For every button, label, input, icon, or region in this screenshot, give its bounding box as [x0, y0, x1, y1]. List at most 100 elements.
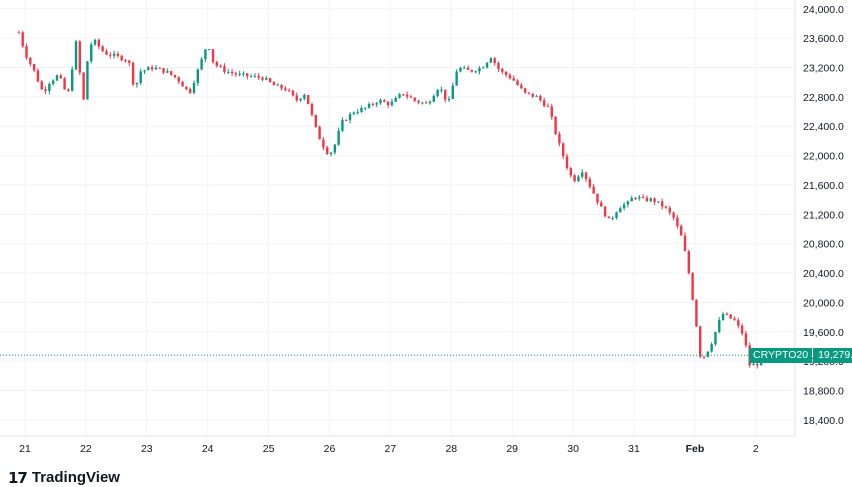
candle-body — [200, 59, 203, 70]
candle-body — [672, 212, 675, 218]
candle-body — [147, 67, 150, 71]
x-tick-label: Feb — [686, 443, 705, 455]
candle-body — [440, 89, 443, 91]
candle-body — [17, 32, 21, 34]
candle-body — [227, 71, 230, 73]
candle-body — [603, 206, 607, 217]
candle-body — [150, 67, 154, 70]
chart-canvas[interactable]: 24,000.0 23,600.0 23,200.0 22,800.0 22,400.0… — [0, 0, 852, 465]
candle-body — [21, 32, 24, 47]
candle-body — [257, 75, 260, 78]
candle-body — [474, 71, 477, 73]
candle-body — [329, 152, 333, 155]
y-tick-label: 22,400.0 — [803, 121, 844, 133]
candle-body — [333, 144, 337, 153]
candle-body — [417, 100, 420, 103]
candle-body — [394, 97, 397, 102]
candle-body — [740, 325, 744, 334]
candle-body — [322, 139, 325, 148]
candle-body — [101, 46, 104, 52]
candle-body — [272, 82, 276, 86]
candle-body — [173, 74, 177, 78]
candle-body — [455, 71, 458, 86]
y-tick-label: 22,800.0 — [803, 92, 844, 104]
candle-body — [48, 83, 51, 92]
candle-body — [181, 81, 184, 87]
candle-body — [93, 39, 97, 45]
candle-body — [466, 67, 470, 70]
candle-body — [51, 80, 55, 84]
candle-body — [668, 207, 671, 213]
price-chart[interactable]: 24,000.0 23,600.0 23,200.0 22,800.0 22,400.0… — [0, 0, 852, 465]
candle-body — [185, 86, 188, 90]
candle-body — [280, 84, 283, 89]
y-tick-label: 22,000.0 — [803, 151, 844, 163]
candle-body — [676, 217, 679, 227]
candle-body — [660, 201, 664, 207]
candle-body — [653, 198, 656, 203]
candle-body — [375, 103, 378, 105]
candle-body — [641, 196, 645, 198]
candle-body — [55, 75, 59, 81]
candle-body — [638, 196, 641, 199]
candle-body — [40, 81, 43, 90]
x-tick-label: 23 — [141, 443, 153, 455]
y-tick-label: 20,000.0 — [803, 297, 844, 309]
candle-body — [345, 119, 348, 121]
x-tick-label: 25 — [263, 443, 275, 455]
candle-body — [482, 67, 485, 69]
candle-body — [413, 97, 416, 101]
candle-body — [67, 89, 70, 91]
last-price-badge: CRYPTO20 19,279.8 — [749, 347, 852, 363]
candle-body — [70, 69, 74, 91]
candle-body — [744, 333, 748, 346]
candle-body — [600, 202, 603, 207]
candle-body — [356, 111, 359, 113]
candle-body — [383, 100, 386, 102]
candle-body — [253, 75, 257, 77]
x-tick-label: 26 — [324, 443, 336, 455]
y-tick-label: 18,400.0 — [803, 415, 844, 427]
candle-body — [166, 71, 169, 73]
candle-body — [542, 100, 546, 106]
candle-body — [295, 95, 298, 101]
candle-body — [124, 60, 127, 62]
candle-body — [615, 212, 618, 218]
candle-body — [242, 73, 245, 75]
candle-body — [508, 75, 512, 79]
tradingview-logo-icon: 17 — [8, 468, 28, 487]
candle-body — [204, 49, 207, 60]
candle-body — [341, 119, 344, 131]
candle-body — [424, 102, 428, 104]
candle-body — [299, 98, 302, 101]
candle-body — [86, 61, 89, 100]
candle-body — [120, 55, 123, 61]
candle-body — [303, 94, 306, 99]
candle-body — [109, 54, 112, 56]
candle-body — [554, 116, 557, 134]
candle-body — [310, 104, 314, 115]
candle-body — [318, 126, 321, 140]
candle-body — [238, 73, 241, 75]
candle-body — [562, 143, 565, 157]
candle-body — [725, 313, 729, 315]
candle-body — [402, 94, 405, 96]
candle-body — [158, 67, 161, 69]
grid — [0, 0, 796, 437]
y-tick-label: 20,800.0 — [803, 239, 844, 251]
candle-body — [520, 84, 523, 89]
candle-body — [36, 70, 40, 82]
x-tick-label: 28 — [445, 443, 457, 455]
candle-body — [584, 172, 588, 180]
candle-body — [230, 71, 234, 74]
y-axis[interactable]: 24,000.0 23,600.0 23,200.0 22,800.0 22,400.0… — [803, 4, 844, 427]
tradingview-logo[interactable]: 17 TradingView — [8, 468, 120, 487]
candle-body — [432, 96, 435, 102]
candle-body — [379, 100, 382, 104]
candle-body — [737, 320, 740, 326]
candle-body — [143, 70, 146, 72]
candle-body — [268, 78, 272, 83]
candle-body — [135, 82, 139, 85]
candle-body — [546, 105, 550, 107]
x-axis[interactable]: 21 22 23 24 25 26 27 28 29 30 31 Feb 2 — [19, 443, 759, 455]
